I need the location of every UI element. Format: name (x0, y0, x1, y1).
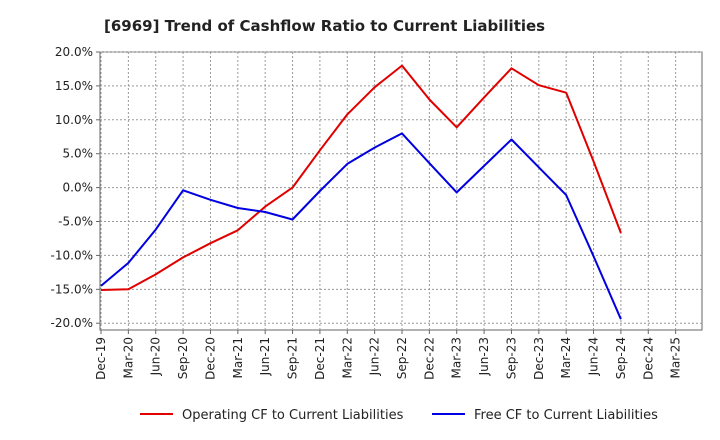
y-tick-label: 0.0% (63, 181, 94, 195)
legend: Operating CF to Current Liabilities Free … (140, 408, 658, 423)
x-tick-label: Jun-24 (587, 337, 601, 376)
y-tick-label: 5.0% (63, 147, 94, 161)
y-tick-label: 15.0% (55, 79, 93, 93)
plot-area (99, 51, 703, 331)
legend-label-1: Operating CF to Current Liabilities (182, 408, 404, 423)
x-tick-label: Jun-22 (368, 337, 382, 376)
y-axis: 20.0% 15.0% 10.0% 5.0% 0.0% -5.0% -10.0% -15.0%… (51, 45, 100, 330)
legend-label-2: Free CF to Current Liabilities (474, 408, 658, 423)
series-line-2 (100, 132, 622, 320)
y-tick-label: -20.0% (51, 316, 93, 330)
x-tick-label: Jun-23 (477, 337, 491, 376)
x-tick-label: Dec-20 (203, 337, 217, 380)
y-tick-label: 20.0% (55, 45, 93, 59)
grid-lines (100, 51, 702, 330)
x-tick-label: Sep-22 (395, 337, 409, 379)
x-tick-label: Mar-25 (669, 337, 683, 378)
x-tick-label: Mar-22 (340, 337, 354, 378)
y-tick-label: -10.0% (51, 248, 93, 262)
x-axis: Dec-19 Mar-20 Jun-20 Sep-20 Dec-20 Mar-21 Jun-… (94, 330, 683, 380)
chart-title: [6969] Trend of Cashflow Ratio to Curren… (104, 17, 545, 35)
x-tick-label: Jun-21 (258, 337, 272, 376)
x-tick-label: Dec-23 (532, 337, 546, 380)
y-tick-label: 10.0% (55, 113, 93, 127)
x-tick-label: Sep-23 (504, 337, 518, 379)
x-tick-label: Sep-20 (176, 337, 190, 379)
y-tick-label: -5.0% (58, 215, 93, 229)
x-tick-label: Dec-21 (313, 337, 327, 380)
series-lines (100, 64, 622, 320)
x-tick-label: Mar-20 (121, 337, 135, 378)
x-tick-label: Sep-21 (286, 337, 300, 379)
x-tick-label: Mar-23 (450, 337, 464, 378)
x-tick-label: Sep-24 (614, 337, 628, 379)
x-tick-label: Dec-19 (94, 337, 108, 380)
x-tick-label: Mar-24 (559, 337, 573, 378)
x-tick-label: Dec-22 (422, 337, 436, 380)
y-tick-label: -15.0% (51, 282, 93, 296)
x-tick-label: Dec-24 (641, 337, 655, 380)
x-tick-label: Jun-20 (149, 337, 163, 376)
x-tick-label: Mar-21 (231, 337, 245, 378)
series-line-1 (100, 64, 622, 291)
